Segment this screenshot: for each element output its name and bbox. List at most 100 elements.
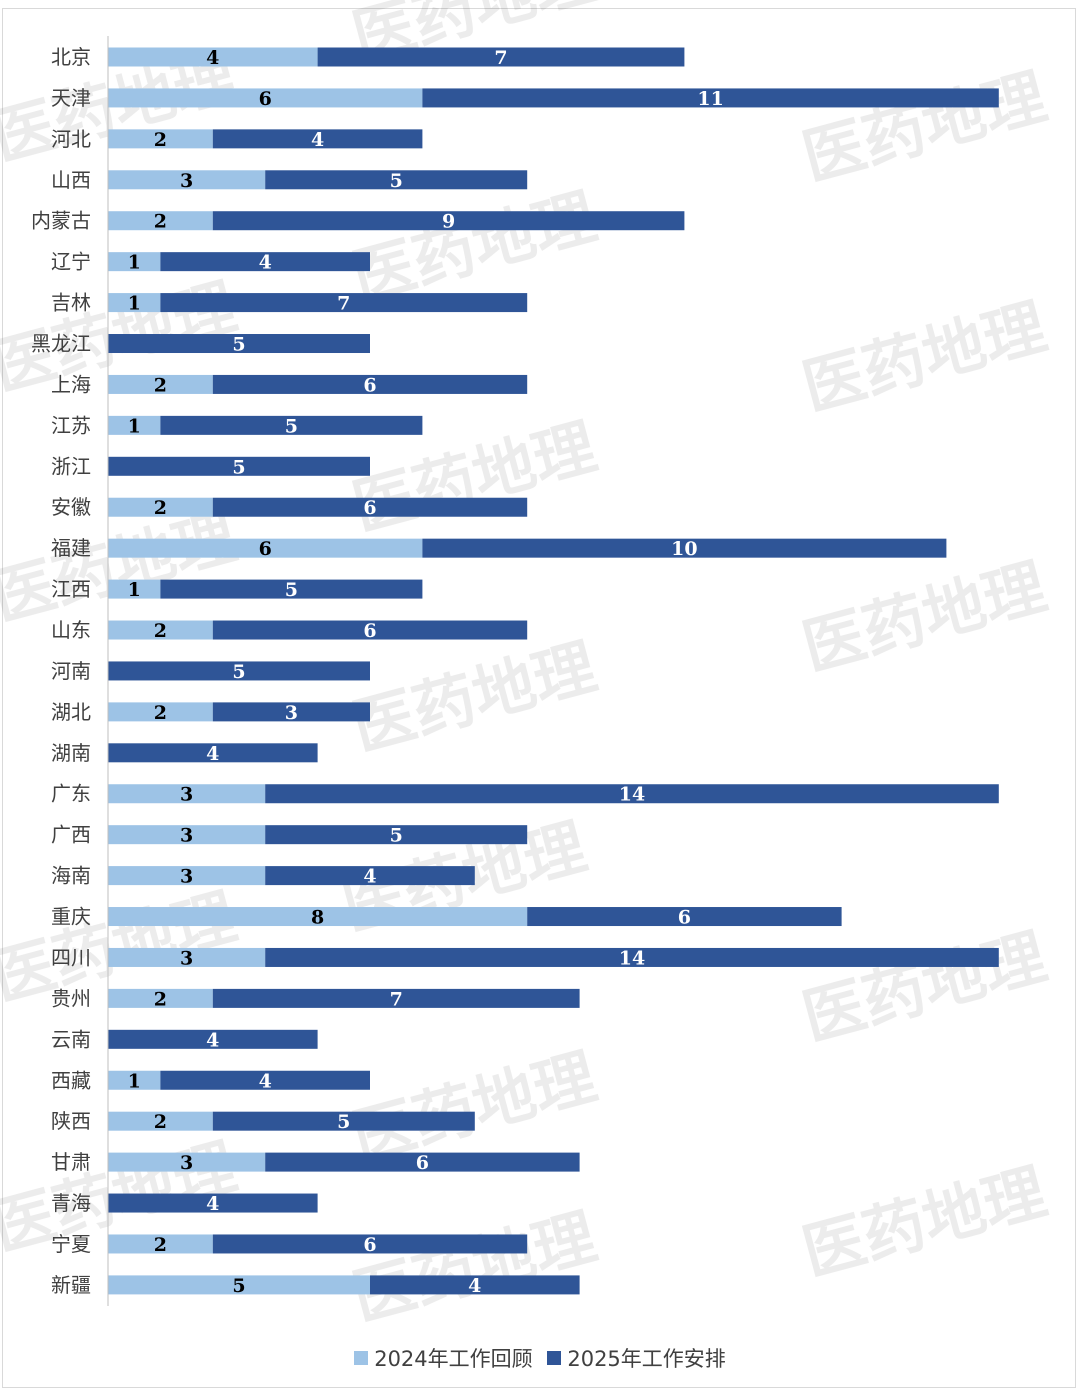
data-label: 3 <box>180 947 193 969</box>
bar-2024 <box>108 88 423 108</box>
data-label: 6 <box>259 538 272 560</box>
data-label: 2 <box>154 497 167 519</box>
legend-label-2024: 2024年工作回顾 <box>374 1347 533 1371</box>
category-label: 青海 <box>51 1191 91 1215</box>
category-label: 贵州 <box>51 986 91 1010</box>
data-label: 7 <box>390 988 403 1010</box>
bar-2025 <box>160 252 370 272</box>
category-label: 河南 <box>51 659 91 683</box>
bar-2025 <box>212 211 685 231</box>
data-label: 3 <box>285 702 298 724</box>
data-label: 2 <box>154 211 167 233</box>
data-label: 4 <box>363 866 376 888</box>
watermark: 医药地理 <box>795 290 1053 425</box>
watermark: 医药地理 <box>345 1200 603 1335</box>
bar-2024 <box>108 211 213 231</box>
data-label: 5 <box>337 1111 350 1133</box>
data-label: 5 <box>232 456 245 478</box>
bar-2025 <box>212 702 370 722</box>
bar-2025 <box>265 784 999 804</box>
bar-2024 <box>108 170 266 190</box>
data-label: 1 <box>128 293 141 315</box>
category-label: 甘肃 <box>51 1150 91 1174</box>
bar-2025 <box>160 579 423 599</box>
bar-2024 <box>108 415 161 435</box>
bar-2024 <box>108 866 266 886</box>
category-label: 河北 <box>51 127 91 151</box>
category-label: 内蒙古 <box>31 209 91 233</box>
bar-2025 <box>212 620 528 640</box>
legend: 2024年工作回顾 2025年工作安排 <box>0 1343 1080 1373</box>
category-label: 北京 <box>51 45 91 69</box>
data-label: 14 <box>619 784 645 806</box>
category-label: 江西 <box>51 577 91 601</box>
category-label: 重庆 <box>51 905 91 929</box>
data-label: 6 <box>363 1234 376 1256</box>
data-label: 4 <box>468 1275 481 1297</box>
bar-2025 <box>422 88 999 108</box>
chart-frame <box>2 8 1076 1388</box>
watermark: 医药地理 <box>0 500 243 635</box>
bar-2025 <box>370 1275 580 1295</box>
category-label: 山东 <box>51 618 91 642</box>
bar-2024 <box>108 1111 213 1131</box>
category-label: 海南 <box>51 864 91 888</box>
data-label: 9 <box>442 211 455 233</box>
watermark: 医药地理 <box>795 60 1053 195</box>
bar-2025 <box>108 334 370 354</box>
bar-2025 <box>212 1234 528 1254</box>
category-label: 广西 <box>51 823 91 847</box>
watermark: 医药地理 <box>795 920 1053 1055</box>
category-label: 福建 <box>51 536 91 560</box>
bar-2025 <box>212 374 528 394</box>
bar-2025 <box>212 988 580 1008</box>
bar-2025 <box>422 538 947 558</box>
data-label: 2 <box>154 1111 167 1133</box>
category-label: 山西 <box>51 168 91 192</box>
data-label: 5 <box>232 1275 245 1297</box>
bar-2024 <box>108 1275 370 1295</box>
bar-2024 <box>108 538 423 558</box>
bar-2024 <box>108 702 213 722</box>
data-label: 4 <box>311 129 324 151</box>
data-label: 5 <box>390 825 403 847</box>
data-label: 3 <box>180 784 193 806</box>
data-label: 5 <box>232 661 245 683</box>
bar-2024 <box>108 947 266 967</box>
data-label: 2 <box>154 1234 167 1256</box>
bar-2025 <box>265 1152 580 1172</box>
watermark: 医药地理 <box>345 630 603 765</box>
category-label: 浙江 <box>51 454 91 478</box>
bar-2024 <box>108 988 213 1008</box>
bar-2025 <box>108 661 370 681</box>
bar-2025 <box>160 293 528 313</box>
category-label: 上海 <box>51 372 91 396</box>
data-label: 1 <box>128 579 141 601</box>
data-label: 1 <box>128 1070 141 1092</box>
bar-2025 <box>265 947 999 967</box>
category-label: 天津 <box>51 86 91 110</box>
legend-item-2024: 2024年工作回顾 <box>354 1343 533 1373</box>
data-label: 6 <box>259 88 272 110</box>
data-label: 4 <box>206 1193 219 1215</box>
data-label: 4 <box>259 252 272 274</box>
watermark: 医药地理 <box>795 1155 1053 1290</box>
legend-item-2025: 2025年工作安排 <box>547 1343 726 1373</box>
category-label: 江苏 <box>51 413 91 437</box>
category-label: 新疆 <box>51 1273 91 1297</box>
data-label: 8 <box>311 907 324 929</box>
category-label: 湖北 <box>51 700 91 724</box>
bar-2025 <box>527 907 842 927</box>
bar-2025 <box>317 47 685 67</box>
data-label: 5 <box>285 415 298 437</box>
category-label: 安徽 <box>51 495 91 519</box>
bar-2025 <box>265 866 475 886</box>
bar-2025 <box>212 129 423 149</box>
data-label: 2 <box>154 988 167 1010</box>
bar-2024 <box>108 252 161 272</box>
data-label: 1 <box>128 415 141 437</box>
data-label: 4 <box>259 1070 272 1092</box>
bar-2025 <box>160 1070 370 1090</box>
